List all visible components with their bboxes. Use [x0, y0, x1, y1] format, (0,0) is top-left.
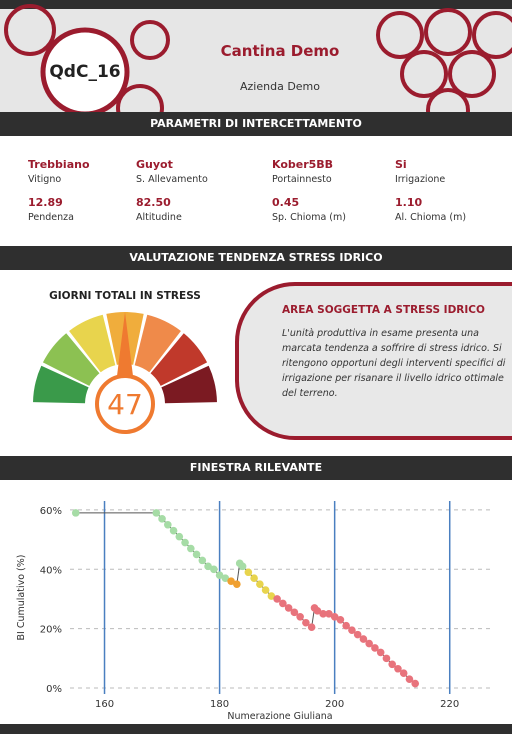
page: QdC_16 Cantina Demo Azienda Demo PARAMET…: [0, 0, 512, 734]
title: Cantina Demo: [180, 42, 380, 60]
x-tick-label: 180: [210, 699, 229, 710]
point: [256, 580, 264, 588]
gauge: 47: [0, 300, 240, 440]
point: [296, 613, 304, 621]
parameter-value: Si: [395, 158, 407, 171]
point: [170, 527, 178, 535]
section-heading: PARAMETRI DI INTERCETTAMENTO: [0, 112, 512, 136]
footer-bar: [0, 724, 512, 734]
parameter-label: Portainnesto: [272, 174, 332, 185]
gauge-value: 47: [107, 388, 143, 421]
section-heading: VALUTAZIONE TENDENZA STRESS IDRICO: [0, 246, 512, 270]
point: [239, 563, 247, 571]
point: [337, 616, 345, 624]
x-tick-label: 220: [440, 699, 459, 710]
x-tick-label: 200: [325, 699, 344, 710]
x-axis-label: Numerazione Giuliana: [227, 711, 332, 722]
point: [400, 669, 408, 677]
chart: 0% 20% 40% 60% 160 180 200 220 Numerazione Giuli…: [0, 480, 512, 722]
section-heading: FINESTRA RILEVANTE: [0, 456, 512, 480]
parameter-label: Irrigazione: [395, 174, 445, 185]
parameter-value: 0.45: [272, 196, 299, 209]
parameter-value: 82.50: [136, 196, 171, 209]
point: [164, 521, 172, 529]
point: [233, 580, 241, 588]
parameter-value: Guyot: [136, 158, 173, 171]
parameter-label: Pendenza: [28, 212, 74, 223]
parameter-label: Sp. Chioma (m): [272, 212, 346, 223]
parameter-value: Kober5BB: [272, 158, 333, 171]
parameter-label: Al. Chioma (m): [395, 212, 466, 223]
panel-text: L'unità produttiva in esame presenta una…: [282, 326, 507, 401]
point: [72, 509, 80, 517]
point: [383, 655, 391, 663]
point: [245, 568, 253, 576]
point: [158, 515, 166, 523]
point: [411, 680, 419, 688]
point: [187, 545, 195, 553]
point: [181, 539, 189, 547]
badge: QdC_16: [43, 62, 127, 82]
parameter-value: Trebbiano: [28, 158, 90, 171]
y-tick-label: 40%: [40, 565, 62, 576]
point: [153, 509, 161, 517]
parameter-label: Altitudine: [136, 212, 182, 223]
parameter-value: 12.89: [28, 196, 63, 209]
point: [210, 565, 218, 573]
parameter-value: 1.10: [395, 196, 422, 209]
y-tick-label: 0%: [46, 684, 62, 695]
point: [250, 574, 258, 582]
y-tick-label: 20%: [40, 625, 62, 636]
x-tick-label: 160: [95, 699, 114, 710]
point: [377, 649, 385, 657]
panel-title: AREA SOGGETTA A STRESS IDRICO: [282, 304, 512, 316]
subtitle: Azienda Demo: [180, 80, 380, 93]
y-axis-label: BI Cumulativo (%): [16, 555, 27, 641]
y-tick-label: 60%: [40, 506, 62, 517]
point: [193, 551, 201, 559]
point: [199, 557, 207, 565]
parameter-label: S. Allevamento: [136, 174, 208, 185]
point: [262, 586, 270, 594]
point: [176, 533, 184, 541]
parameter-label: Vitigno: [28, 174, 61, 185]
point: [308, 623, 316, 631]
